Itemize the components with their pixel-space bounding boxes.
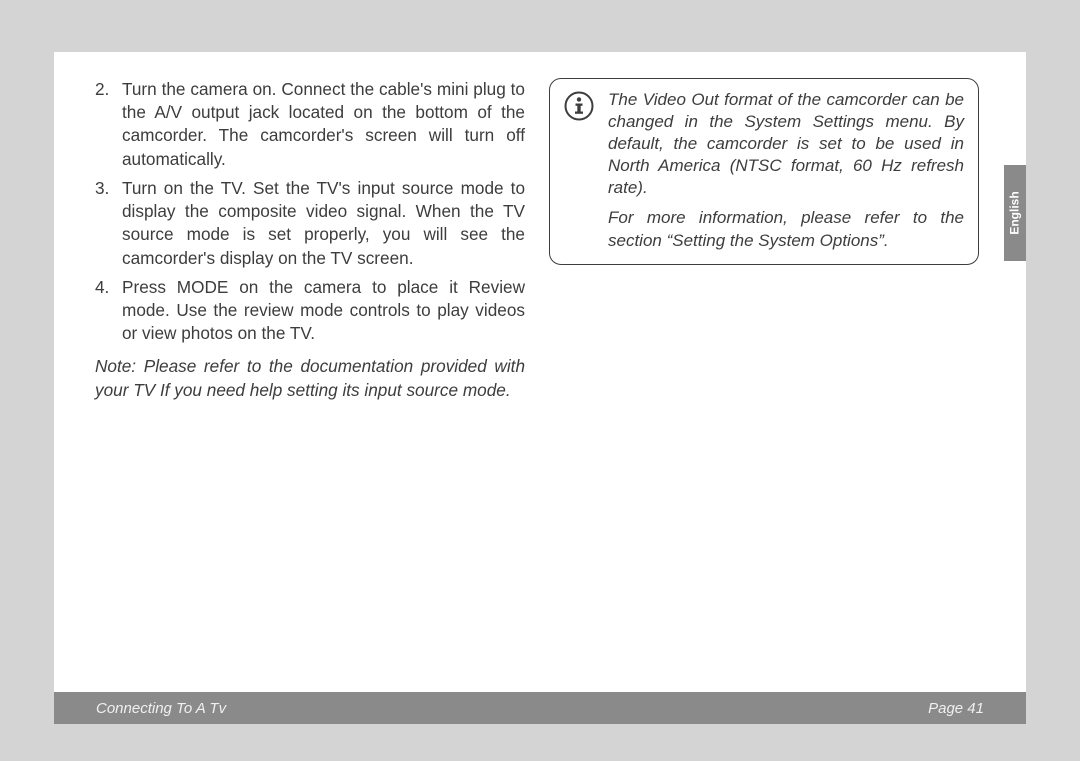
list-item: 3. Turn on the TV. Set the TV's input so… <box>95 177 525 270</box>
right-column: The Video Out format of the camcorder ca… <box>549 78 979 664</box>
list-item: 4. Press MODE on the camera to place it … <box>95 276 525 346</box>
list-item: 2. Turn the camera on. Connect the cable… <box>95 78 525 171</box>
step-text: Turn on the TV. Set the TV's input sourc… <box>122 177 525 270</box>
step-number: 4. <box>95 276 122 346</box>
info-callout: The Video Out format of the camcorder ca… <box>549 78 979 265</box>
step-number: 2. <box>95 78 122 171</box>
step-text: Press MODE on the camera to place it Rev… <box>122 276 525 346</box>
left-column: 2. Turn the camera on. Connect the cable… <box>95 78 525 664</box>
language-tab: English <box>1004 165 1026 261</box>
language-label: English <box>1008 191 1022 234</box>
info-icon <box>564 91 594 126</box>
step-text: Turn the camera on. Connect the cable's … <box>122 78 525 171</box>
footer-bar: Connecting To A Tv Page 41 <box>54 692 1026 724</box>
step-number: 3. <box>95 177 122 270</box>
content-area: 2. Turn the camera on. Connect the cable… <box>95 78 985 664</box>
info-paragraph: The Video Out format of the camcorder ca… <box>608 89 964 199</box>
info-text: The Video Out format of the camcorder ca… <box>608 89 964 252</box>
page-number: Page 41 <box>928 700 984 717</box>
info-paragraph: For more information, please refer to th… <box>608 207 964 251</box>
note-text: Note: Please refer to the documentation … <box>95 355 525 401</box>
section-title: Connecting To A Tv <box>96 700 226 717</box>
manual-page: 2. Turn the camera on. Connect the cable… <box>54 52 1026 724</box>
